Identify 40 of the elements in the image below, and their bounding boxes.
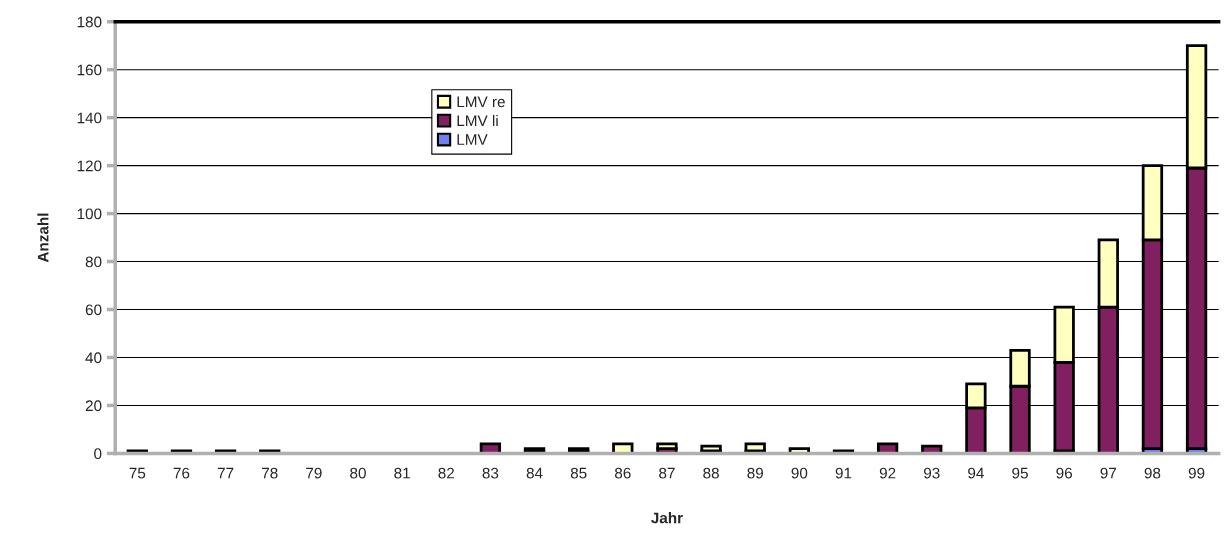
x-tick-label: 75 [129,467,146,479]
x-tick-label: 98 [1144,467,1161,479]
x-tick-label: 88 [703,467,719,479]
x-axis-title: Jahr [651,512,683,524]
legend-label: LMV re [457,96,505,108]
x-tick-label: 94 [968,467,984,479]
x-tick-label: 95 [1012,467,1028,479]
x-tick-label: 78 [262,467,278,479]
y-tick-label: 180 [77,16,102,28]
x-tick-label: 76 [173,467,190,479]
x-tick-label: 82 [438,467,454,479]
y-tick-label: 140 [77,112,102,124]
x-tick-label: 91 [835,467,852,479]
legend-label: LMV [457,134,488,145]
x-tick-label: 90 [791,467,808,479]
x-tick-label: 99 [1188,467,1205,479]
y-tick-label: 80 [85,256,102,268]
x-tick-label: 77 [217,467,234,479]
y-tick-label: 0 [94,448,102,460]
y-tick-label: 120 [77,160,102,172]
x-tick-label: 85 [570,467,587,479]
y-tick-label: 60 [85,304,102,316]
x-tick-label: 86 [614,467,631,479]
y-tick-label: 100 [77,208,102,220]
y-tick-label: 160 [77,64,102,76]
x-tick-label: 79 [306,467,322,479]
y-axis-title: Anzahl [37,213,49,263]
x-tick-label: 83 [482,467,499,479]
y-tick-label: 40 [85,352,102,364]
y-tick-label: 20 [85,400,102,412]
x-tick-label: 96 [1056,467,1072,479]
x-tick-label: 93 [923,467,940,479]
x-tick-label: 89 [747,467,763,479]
x-tick-label: 87 [659,467,675,479]
x-tick-label: 84 [526,467,543,479]
x-tick-label: 97 [1100,467,1117,479]
x-tick-label: 80 [350,467,366,479]
x-tick-label: 92 [879,467,896,479]
legend-label: LMV li [457,114,498,126]
x-tick-label: 81 [394,467,410,479]
